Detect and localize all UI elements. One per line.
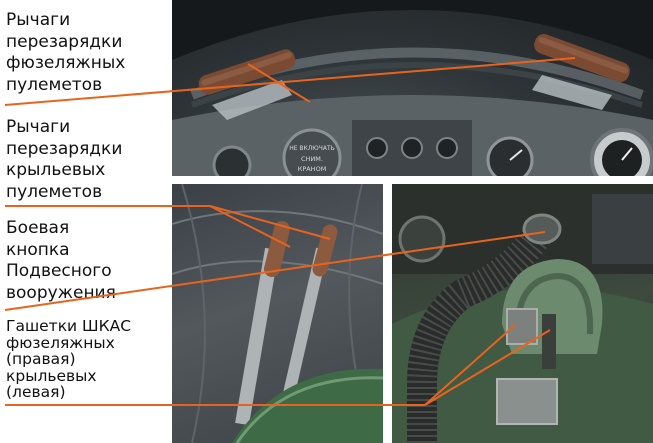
stick-illustration — [392, 184, 653, 443]
label-line: крыльевых — [6, 366, 97, 385]
label-line: вооружения — [6, 282, 116, 303]
label-line: Рычаги — [6, 117, 71, 137]
gauge-dial — [486, 136, 534, 176]
label-line: Подвесного — [6, 261, 112, 281]
label-line: фюзеляжных — [6, 333, 115, 352]
label-line: пулеметов — [6, 181, 103, 202]
photo-wing-charging-levers — [172, 184, 383, 443]
placard-text: СНИМ. — [301, 155, 323, 163]
label-line: перезарядки — [6, 31, 123, 52]
placard-text: КРАНОМ — [298, 165, 327, 173]
bomb-release-button — [522, 213, 562, 245]
label-line: фюзеляжных — [6, 53, 126, 73]
label-line: (левая) — [6, 383, 66, 401]
photo-control-stick-triggers — [392, 184, 653, 443]
label-line: перезарядки — [6, 138, 123, 159]
label-shkas-triggers: Гашетки ШКАС фюзеляжных (правая) крыльев… — [6, 318, 131, 401]
label-line: (правая) — [6, 350, 76, 368]
wing-levers-illustration — [172, 184, 383, 443]
shkas-trigger-right — [542, 314, 556, 369]
shkas-trigger-left — [506, 308, 538, 345]
label-line: пулеметов — [6, 74, 103, 95]
label-fuselage-mg-levers: Рычаги перезарядки фюзеляжных пулеметов — [6, 10, 125, 96]
label-line: Рычаги — [6, 10, 71, 30]
switch-knob — [436, 137, 458, 159]
switch-knob — [401, 137, 423, 159]
placard-text: НЕ ВКЛЮЧАТЬ — [289, 145, 335, 152]
wing-charging-lever-left — [235, 221, 290, 426]
label-line: кнопка — [6, 239, 70, 260]
dashboard-illustration: НЕ ВКЛЮЧАТЬ СНИМ. КРАНОМ — [172, 0, 653, 176]
label-bomb-release-button: Боевая кнопка Подвесного вооружения — [6, 218, 116, 304]
label-wing-mg-levers: Рычаги перезарядки крыльевых пулеметов — [6, 117, 122, 203]
label-line: Гашетки ШКАС — [6, 317, 132, 335]
photo-fuselage-charging-handles: НЕ ВКЛЮЧАТЬ СНИМ. КРАНОМ — [172, 0, 653, 176]
label-line: крыльевых — [6, 160, 106, 180]
label-line: Боевая — [6, 218, 70, 238]
switch-knob — [366, 137, 388, 159]
